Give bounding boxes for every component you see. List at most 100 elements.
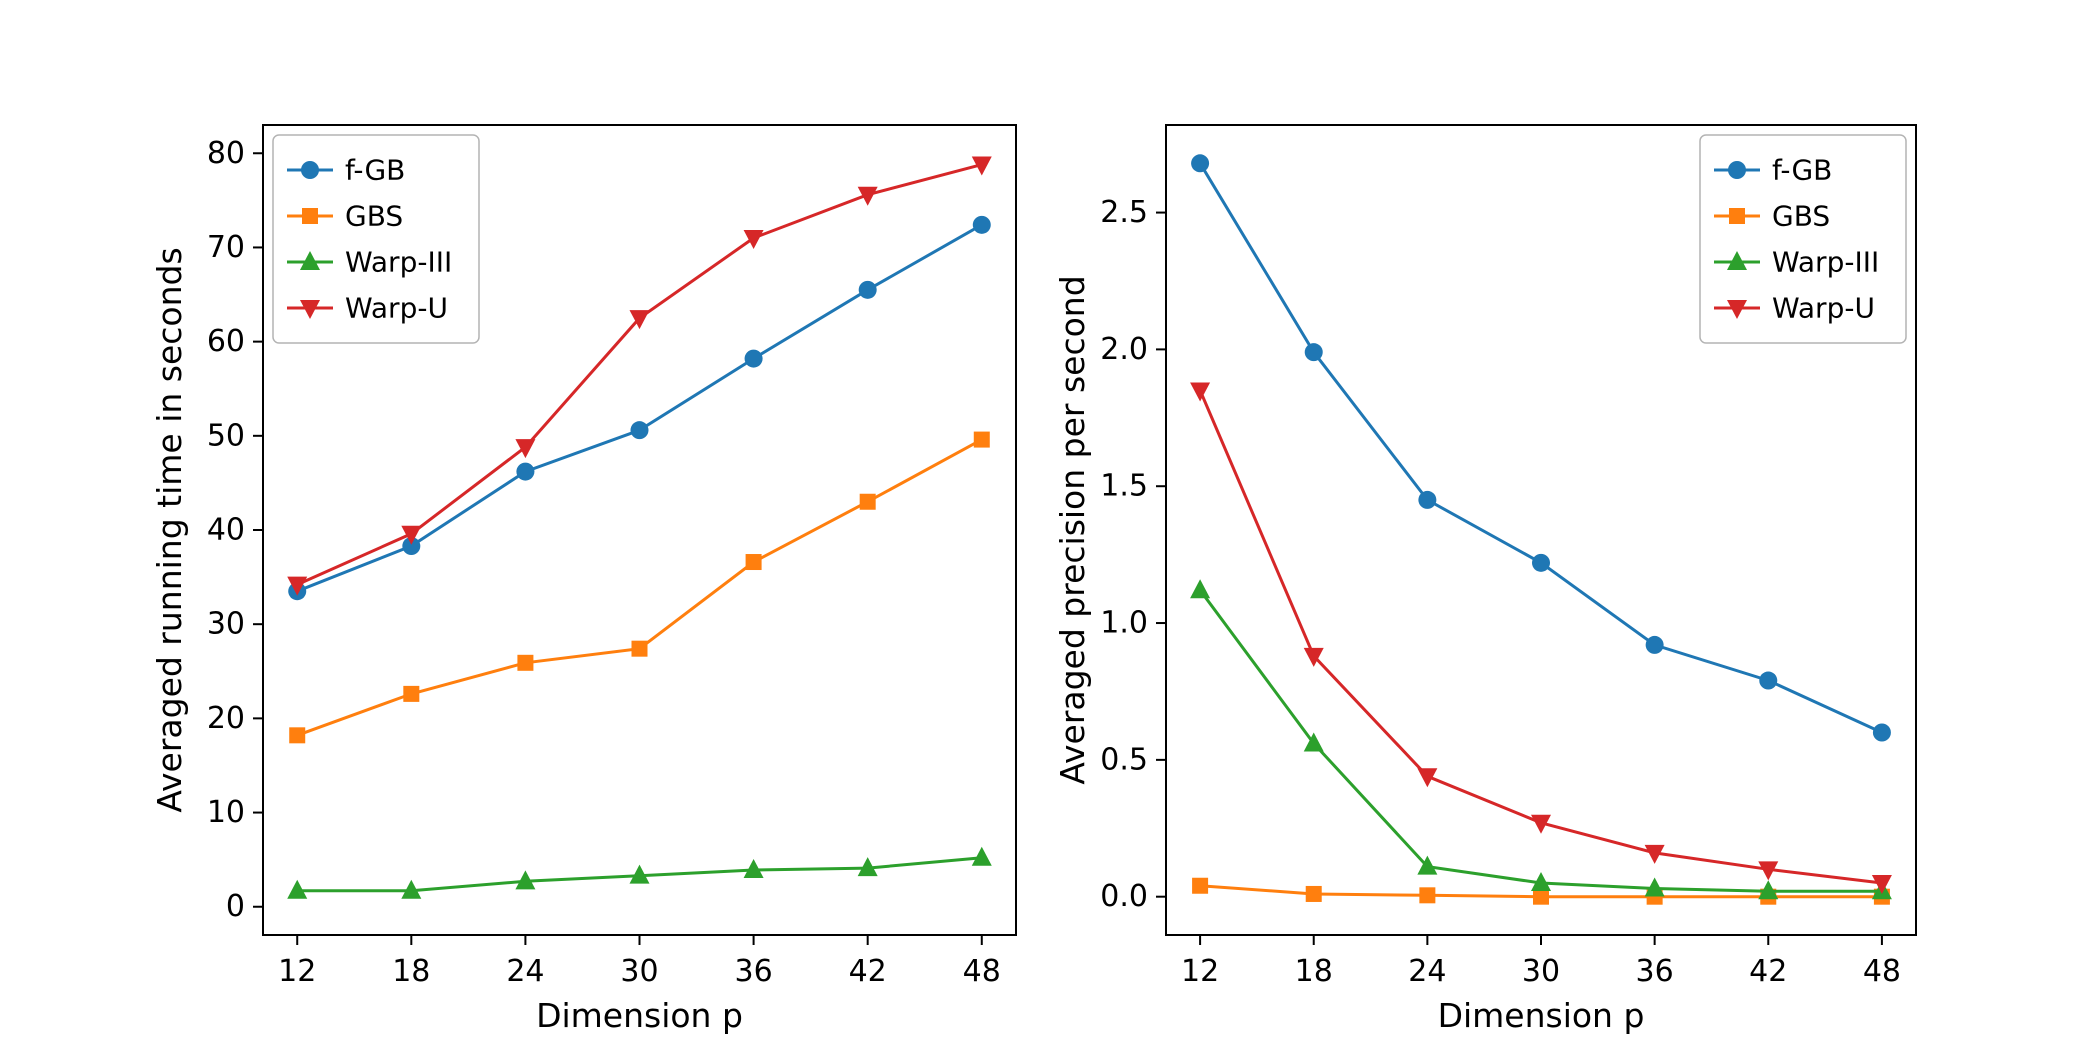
data-point [1191,154,1210,173]
data-point [743,859,764,879]
data-point [517,654,534,671]
legend-square-icon [302,208,318,224]
data-point [1192,877,1209,894]
chart-running-time: 12 18 24 30 36 42 48 0 10 20 30 40 50 60 70 80 Dimension… [150,124,1017,1035]
y-tick-label: 30 [207,607,245,642]
series-f-GB [1191,154,1891,742]
legend-label: GBS [345,200,403,233]
legend-square-icon [1729,208,1745,224]
x-tick-label: 30 [1522,954,1560,989]
data-point [1871,875,1892,895]
legend-label: f-GB [345,154,405,187]
data-point [1759,671,1778,690]
data-point [743,230,764,250]
series-Warp-U [287,156,992,596]
x-tick-label: 12 [1181,954,1219,989]
chart-precision-per-second: 12 18 24 30 36 42 48 0.0 0.5 1.0 1.5 2.0 2.5 Dimensio… [1053,124,1917,1035]
series-GBS [289,431,990,744]
y-tick-label: 2.5 [1100,195,1148,230]
data-point [401,879,422,899]
x-tick-label: 12 [278,954,316,989]
x-tick-label: 42 [849,954,887,989]
x-axis-label: Dimension p [1438,996,1645,1035]
x-tick-label: 36 [1636,954,1674,989]
data-point [1419,887,1436,904]
series-Warp-III [287,846,992,899]
data-point [1417,855,1438,875]
data-point [744,349,763,368]
data-point [1190,382,1211,402]
data-point [1305,885,1322,902]
legend-box [1699,134,1907,344]
data-point [515,439,536,459]
y-tick-label: 0.0 [1100,879,1148,914]
x-tick-label: 36 [734,954,772,989]
data-point [629,310,650,330]
data-point [403,685,420,702]
y-axis-label: Averaged running time in seconds [150,247,189,812]
data-point [1533,888,1549,905]
y-tick-label: 80 [207,136,245,171]
data-point [401,525,422,545]
data-point [745,554,762,571]
data-point [971,156,992,176]
data-point [287,576,308,596]
x-tick-label: 18 [392,954,430,989]
data-point [1645,635,1664,654]
data-point [1303,647,1324,667]
legend-label: Warp-U [345,292,448,325]
x-tick-label: 48 [1863,954,1901,989]
legend-triangle-down-icon [300,300,320,319]
y-axis-label: Averaged precision per second [1053,275,1092,784]
data-point [516,462,535,481]
data-point [1303,732,1324,752]
data-point [858,280,877,299]
x-tick-label: 30 [620,954,658,989]
series-Warp-III [1190,579,1892,900]
data-point [1304,343,1323,362]
data-point [971,846,992,866]
y-tick-label: 0 [226,889,245,924]
x-tick-label: 18 [1295,954,1333,989]
data-point [1417,768,1438,788]
legend-label: Warp-III [345,246,452,279]
y-tick-label: 1.5 [1100,469,1148,504]
y-tick-label: 1.0 [1100,606,1148,641]
data-point [859,493,876,510]
y-tick-label: 0.5 [1100,742,1148,777]
data-point [287,879,308,899]
data-point [972,215,991,234]
data-point [973,431,990,448]
legend-circle-icon [1728,161,1746,179]
y-tick-label: 60 [207,324,245,359]
data-point [1644,844,1665,864]
data-point [1531,872,1551,892]
data-point [402,537,421,556]
x-tick-label: 24 [1408,954,1446,989]
y-tick-label: 10 [207,795,245,830]
legend-triangle-down-icon [1727,300,1747,319]
x-tick-label: 42 [1749,954,1787,989]
data-point [1532,553,1550,572]
x-axis-label: Dimension p [536,996,743,1035]
data-point [1644,877,1665,897]
series-Warp-U [1190,382,1892,895]
y-tick-label: 40 [207,513,245,548]
legend-circle-icon [301,161,319,179]
y-tick-label: 2.0 [1100,332,1148,367]
data-point [1531,814,1551,834]
y-tick-label: 20 [207,701,245,736]
x-tick-label: 24 [506,954,544,989]
legend-triangle-up-icon [1727,251,1747,270]
data-point [857,857,878,877]
data-point [1418,490,1437,509]
legend-label: GBS [1772,200,1830,233]
legend-label: Warp-U [1772,292,1875,325]
data-point [515,870,536,890]
y-tick-label: 70 [207,230,245,265]
data-point [631,640,648,657]
data-point [629,864,650,884]
data-point [1190,579,1211,599]
